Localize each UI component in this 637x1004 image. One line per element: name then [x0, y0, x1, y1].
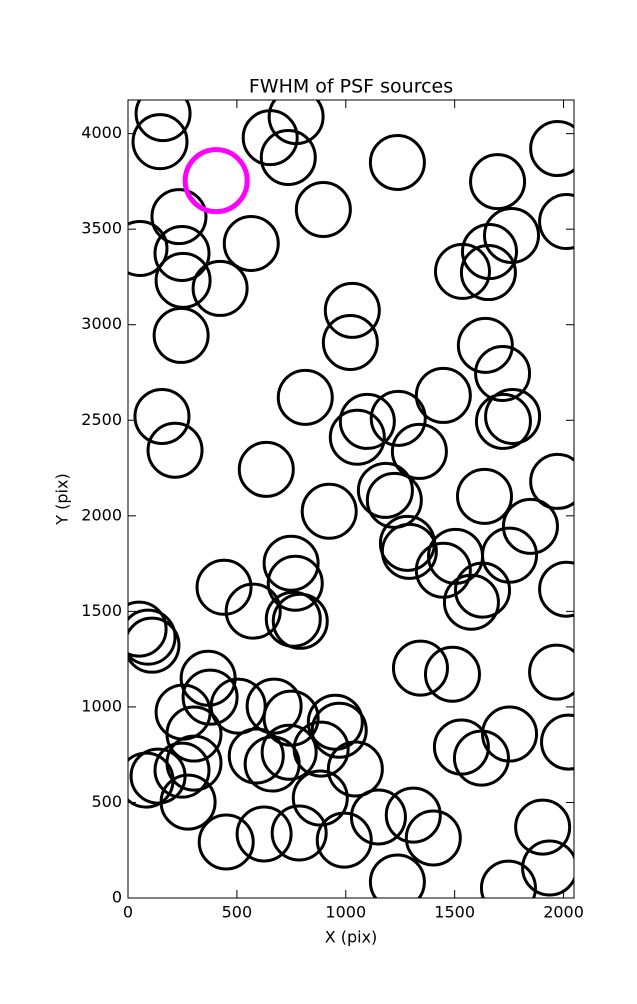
psf-source [260, 723, 318, 781]
psf-source [235, 805, 293, 863]
psf-source [262, 534, 320, 592]
psf-source [538, 560, 574, 618]
y-tick-label: 4000 [81, 123, 122, 142]
y-axis-label: Y (pix) [53, 473, 72, 525]
chart-title: FWHM of PSF sources [249, 76, 453, 98]
psf-source [529, 120, 574, 178]
psf-source [222, 215, 280, 273]
y-tick-label: 2000 [81, 505, 122, 524]
y-tick-label: 1000 [81, 696, 122, 715]
psf-source [315, 811, 373, 869]
psf-source [267, 100, 325, 146]
psf-source [134, 100, 192, 143]
psf-source [482, 206, 540, 264]
psf-source [338, 392, 396, 450]
x-tick-label: 1500 [434, 903, 475, 922]
psf-source [456, 316, 514, 374]
psf-source [323, 281, 381, 339]
psf-source [501, 497, 559, 555]
psf-source [209, 677, 267, 735]
psf-source [540, 713, 574, 771]
psf-source [391, 639, 449, 697]
x-tick-label: 2000 [543, 903, 584, 922]
highlight-source [182, 147, 250, 215]
psf-source [197, 813, 255, 871]
psf-source [479, 859, 537, 898]
psf-source [266, 554, 324, 612]
psf-source [153, 741, 211, 799]
psf-source [528, 643, 574, 701]
y-tick-label: 3500 [81, 219, 122, 238]
y-tick-label: 3000 [81, 314, 122, 333]
psf-source [271, 592, 329, 650]
psf-source [133, 387, 191, 445]
y-tick-label: 2500 [81, 410, 122, 429]
psf-source [321, 313, 379, 371]
psf-source [474, 392, 532, 450]
psf-source [294, 180, 352, 238]
x-axis-label: X (pix) [325, 928, 378, 947]
psf-source [434, 242, 491, 300]
psf-source [326, 740, 384, 798]
psf-source [153, 224, 211, 282]
psf-source [384, 786, 442, 844]
psf-source [165, 705, 223, 763]
psf-source [414, 541, 472, 599]
x-tick-label: 0 [123, 903, 133, 922]
psf-source [529, 452, 574, 510]
psf-source [469, 153, 527, 211]
psf-source [128, 219, 169, 277]
psf-source [414, 366, 472, 424]
psf-source [349, 788, 407, 846]
psf-source [237, 440, 295, 498]
plot-area [128, 100, 574, 898]
x-tick-label: 1000 [325, 903, 366, 922]
psf-source [404, 809, 462, 867]
psf-source [152, 306, 210, 364]
psf-source [245, 677, 303, 735]
psf-source [356, 461, 414, 519]
psf-source [128, 616, 181, 674]
psf-source [227, 727, 285, 785]
psf-source [390, 422, 448, 480]
psf-source [276, 368, 334, 426]
psf-source [300, 482, 358, 540]
psf-source [181, 668, 239, 726]
psf-source [146, 421, 204, 479]
psf-source [292, 720, 350, 778]
y-tick-label: 500 [91, 792, 122, 811]
y-tick-label: 1500 [81, 601, 122, 620]
psf-source [368, 133, 426, 191]
x-tick-label: 500 [222, 903, 253, 922]
psf-source [270, 804, 328, 862]
psf-source [159, 773, 217, 831]
psf-source [224, 582, 282, 640]
psf-source [459, 244, 517, 302]
psf-source [310, 701, 368, 759]
psf-source [521, 839, 574, 897]
psf-source [380, 522, 438, 580]
psf-source [514, 798, 572, 856]
psf-source [452, 729, 510, 787]
psf-source [423, 645, 481, 703]
psf-source [368, 853, 426, 898]
psf-source [484, 387, 542, 445]
psf-source [328, 408, 386, 466]
psf-source [150, 188, 208, 246]
psf-source [128, 600, 168, 658]
psf-source [369, 389, 427, 447]
psf-source [538, 193, 574, 251]
psf-source [191, 259, 249, 317]
psf-source [474, 344, 532, 402]
psf-source [259, 129, 317, 187]
psf-source [455, 467, 513, 525]
psf-source [442, 573, 500, 631]
plot-frame [127, 99, 575, 899]
psf-source [131, 113, 189, 171]
y-tick-label: 0 [112, 888, 122, 907]
psf-source [195, 558, 253, 616]
psf-source [128, 608, 177, 666]
psf-source [454, 561, 512, 619]
